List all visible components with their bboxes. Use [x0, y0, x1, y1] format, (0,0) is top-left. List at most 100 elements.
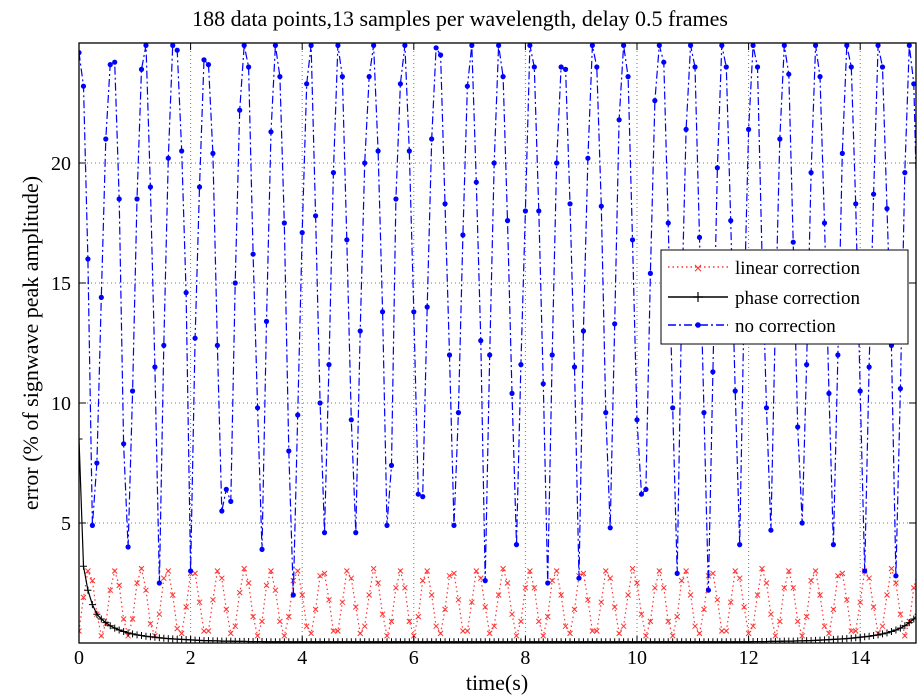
y-axis: 5 10 15 20 [51, 153, 916, 535]
data-point [732, 568, 739, 574]
x-tick-label: 2 [186, 647, 196, 669]
data-point [241, 43, 247, 48]
data-point [665, 618, 672, 625]
data-point [866, 364, 872, 370]
data-point [692, 64, 698, 70]
data-point [701, 410, 707, 416]
data-point [442, 201, 448, 207]
data-point [746, 126, 752, 132]
data-point [887, 627, 895, 635]
series-phase [79, 435, 916, 643]
data-point [906, 43, 912, 48]
legend-marker-dot [695, 322, 701, 328]
data-point [303, 623, 310, 630]
data-point [477, 575, 484, 582]
data-point [910, 615, 916, 623]
data-point [527, 43, 533, 48]
data-point [835, 572, 841, 579]
data-point [893, 573, 899, 579]
data-point [384, 522, 390, 529]
data-point [357, 328, 363, 334]
data-point [138, 66, 145, 72]
data-point [455, 596, 462, 603]
data-point [388, 618, 395, 625]
data-point [522, 584, 529, 591]
data-point [281, 220, 287, 226]
data-point [509, 611, 515, 618]
data-point [571, 606, 578, 613]
data-point [339, 74, 345, 80]
data-point [174, 47, 180, 53]
data-point [888, 565, 895, 572]
data-point [129, 388, 136, 394]
data-point [183, 290, 189, 296]
data-point [107, 62, 113, 68]
data-point [161, 342, 167, 348]
data-point [80, 83, 87, 89]
data-point [821, 623, 828, 630]
data-point [79, 562, 87, 570]
data-point [192, 335, 198, 341]
data-point [299, 592, 306, 598]
data-point [598, 599, 605, 606]
y-tick-label: 5 [61, 513, 71, 535]
data-point [129, 630, 137, 638]
data-point [268, 129, 274, 135]
data-point [723, 628, 730, 634]
data-point [727, 599, 734, 606]
data-point [98, 632, 105, 639]
data-point [285, 613, 292, 620]
data-point [879, 64, 886, 70]
data-point [839, 570, 846, 577]
data-point [790, 239, 796, 245]
data-point [482, 578, 488, 584]
data-point [768, 611, 774, 618]
data-point [304, 81, 310, 87]
data-point [473, 179, 479, 185]
data-point [192, 570, 198, 577]
data-point [500, 74, 506, 80]
data-point [259, 546, 265, 553]
data-point [830, 606, 837, 613]
data-point [134, 580, 140, 586]
data-point [593, 628, 600, 634]
data-point [781, 584, 788, 591]
data-point [799, 632, 806, 639]
data-point [830, 542, 837, 548]
data-point [522, 208, 529, 214]
data-point [424, 304, 430, 310]
data-point [201, 57, 207, 63]
data-point [638, 491, 645, 497]
x-tick-label: 12 [739, 647, 759, 669]
data-point [661, 59, 667, 65]
data-point [817, 74, 823, 80]
data-point [772, 632, 779, 639]
data-point [308, 43, 314, 48]
data-point [549, 352, 555, 358]
data-point [246, 64, 252, 70]
data-point [781, 43, 787, 48]
data-point [254, 405, 261, 411]
data-point [446, 352, 453, 358]
data-point [362, 160, 368, 166]
data-point [433, 623, 439, 630]
data-point [776, 618, 783, 625]
data-point [870, 191, 877, 197]
data-point [763, 405, 770, 411]
data-point [290, 592, 296, 598]
data-point [620, 623, 627, 630]
data-point [607, 575, 614, 582]
data-point [170, 43, 176, 48]
data-point [696, 234, 703, 240]
data-point [768, 527, 774, 533]
y-axis-label: error (% of signwave peak amplitude) [18, 176, 43, 510]
data-point [571, 364, 578, 370]
data-point [98, 294, 104, 300]
data-point [687, 592, 694, 598]
data-point [143, 587, 149, 594]
data-point [719, 43, 725, 48]
data-point [786, 71, 792, 77]
data-point [491, 623, 498, 630]
data-point [580, 570, 587, 577]
data-point [120, 627, 128, 635]
